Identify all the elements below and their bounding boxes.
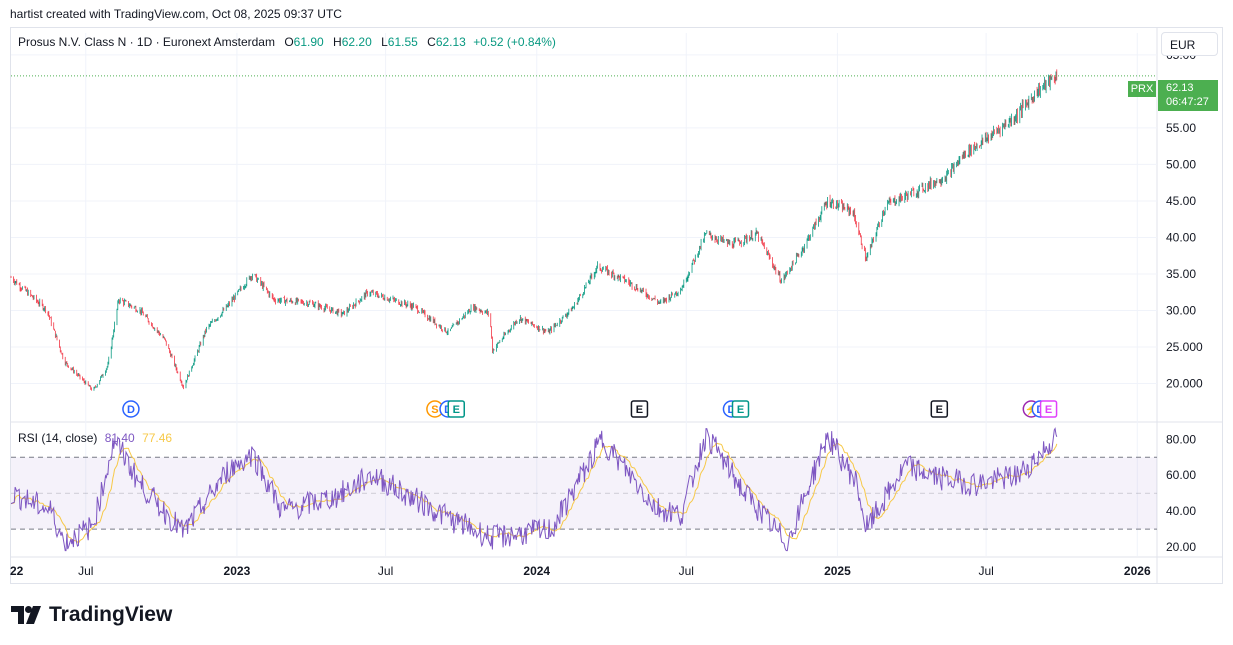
- price-tick-label: 25.000: [1166, 340, 1203, 354]
- earnings-marker: [447, 400, 466, 418]
- tradingview-logo-text: TradingView: [49, 603, 173, 626]
- rsi-tick-label: 60.00: [1166, 468, 1196, 482]
- price-tick-label: 45.00: [1166, 194, 1196, 208]
- x-tick-label: Jul: [978, 564, 993, 578]
- symbol-title: Prosus N.V. Class N · 1D · Euronext Amst…: [18, 35, 275, 49]
- open-value: 61.90: [293, 35, 324, 49]
- rsi-tick-label: 40.00: [1166, 504, 1196, 518]
- x-tick-label: 2024: [523, 564, 550, 578]
- symbol-legend: Prosus N.V. Class N · 1D · Euronext Amst…: [18, 35, 556, 49]
- price-tick-label: 30.00: [1166, 303, 1196, 317]
- close-label: C: [427, 35, 436, 49]
- event-marker-label: S: [431, 404, 438, 416]
- rsi-ma-value: 77.46: [142, 431, 173, 445]
- earnings-marker: [1039, 400, 1058, 418]
- dividend-marker: [122, 400, 140, 418]
- bar-countdown: 06:47:27: [1166, 96, 1209, 108]
- high-value: 62.20: [341, 35, 372, 49]
- rsi-legend: RSI (14, close) 81.40 77.46: [18, 431, 172, 445]
- candles-group: [10, 69, 1058, 391]
- change-value: +0.52 (+0.84%): [473, 35, 556, 49]
- symbol-price-tag: PRX: [1128, 81, 1156, 97]
- low-label: L: [381, 35, 388, 49]
- x-tick-label: 2026: [1124, 564, 1151, 578]
- event-marker-label: E: [1045, 404, 1052, 416]
- x-tick-label: 2023: [224, 564, 251, 578]
- rsi-tick-label: 20.00: [1166, 540, 1196, 554]
- tradingview-logo-icon: [11, 606, 41, 624]
- event-marker-label: E: [453, 404, 460, 416]
- price-tick-label: 50.00: [1166, 157, 1196, 171]
- price-tick-label: 40.00: [1166, 230, 1196, 244]
- x-tick-label: Jul: [78, 564, 93, 578]
- last-price-tag: 62.13 06:47:27: [1158, 80, 1218, 111]
- event-marker-label: D: [727, 404, 735, 416]
- x-tick-label: Jul: [378, 564, 393, 578]
- close-value: 62.13: [435, 35, 466, 49]
- event-marker-label: E: [737, 404, 744, 416]
- chart-credit: hartist created with TradingView.com, Oc…: [10, 7, 342, 21]
- chart-frame: [10, 27, 1223, 584]
- high-label: H: [333, 35, 342, 49]
- currency-button[interactable]: EUR: [1161, 32, 1218, 56]
- rsi-tick-label: 80.00: [1166, 432, 1196, 446]
- open-label: O: [284, 35, 294, 49]
- earnings-marker: [930, 400, 949, 418]
- x-tick-label: 22: [10, 564, 24, 578]
- price-tick-label: 20.000: [1166, 376, 1203, 390]
- low-value: 61.55: [387, 35, 418, 49]
- rsi-value: 81.40: [104, 431, 135, 445]
- earnings-marker: [630, 400, 649, 418]
- earnings-marker: [731, 400, 750, 418]
- event-marker-label: E: [636, 404, 643, 416]
- x-tick-label: 2025: [824, 564, 851, 578]
- tradingview-logo[interactable]: TradingView: [11, 603, 172, 627]
- price-tick-label: 55.00: [1166, 121, 1196, 135]
- event-marker-label: E: [936, 404, 943, 416]
- rsi-line: [10, 427, 1058, 552]
- x-tick-label: Jul: [679, 564, 694, 578]
- last-price: 62.13: [1166, 82, 1194, 94]
- rsi-title: RSI (14, close): [18, 431, 98, 445]
- price-tick-label: 35.00: [1166, 267, 1196, 281]
- event-marker-label: D: [127, 404, 135, 416]
